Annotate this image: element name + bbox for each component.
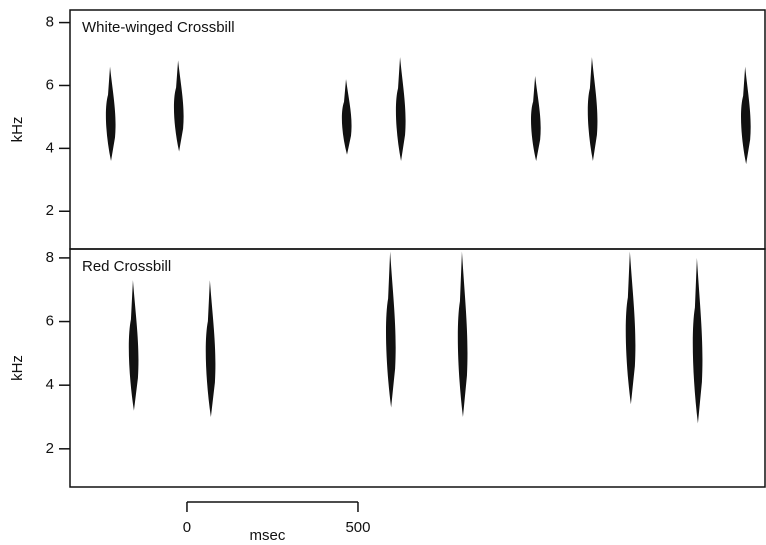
panel-title: White-winged Crossbill bbox=[82, 19, 235, 36]
y-tick-label: 2 bbox=[46, 202, 54, 219]
panel-title: Red Crossbill bbox=[82, 258, 171, 275]
note bbox=[692, 257, 703, 424]
note bbox=[741, 66, 751, 165]
note bbox=[105, 66, 116, 161]
note bbox=[625, 251, 636, 405]
y-axis-label: kHz bbox=[9, 355, 26, 381]
y-tick-label: 6 bbox=[46, 76, 54, 93]
panel-frame bbox=[69, 248, 766, 488]
note bbox=[385, 251, 396, 408]
y-tick-label: 6 bbox=[46, 313, 54, 330]
note bbox=[531, 76, 541, 161]
note bbox=[173, 60, 184, 152]
note bbox=[205, 280, 216, 417]
note bbox=[457, 251, 468, 417]
y-tick-label: 2 bbox=[46, 440, 54, 457]
y-tick-label: 8 bbox=[46, 14, 54, 31]
panel-frame bbox=[69, 9, 766, 250]
note bbox=[587, 57, 598, 161]
y-tick-label: 8 bbox=[46, 249, 54, 266]
y-axis-label: kHz bbox=[9, 117, 26, 143]
x-tick-label: 0 bbox=[183, 519, 191, 536]
y-tick-label: 4 bbox=[46, 139, 54, 156]
note bbox=[128, 280, 139, 411]
note bbox=[341, 79, 352, 155]
y-tick-label: 4 bbox=[46, 376, 54, 393]
x-axis-label: msec bbox=[250, 527, 286, 544]
note bbox=[395, 57, 406, 161]
x-tick-label: 500 bbox=[345, 519, 370, 536]
